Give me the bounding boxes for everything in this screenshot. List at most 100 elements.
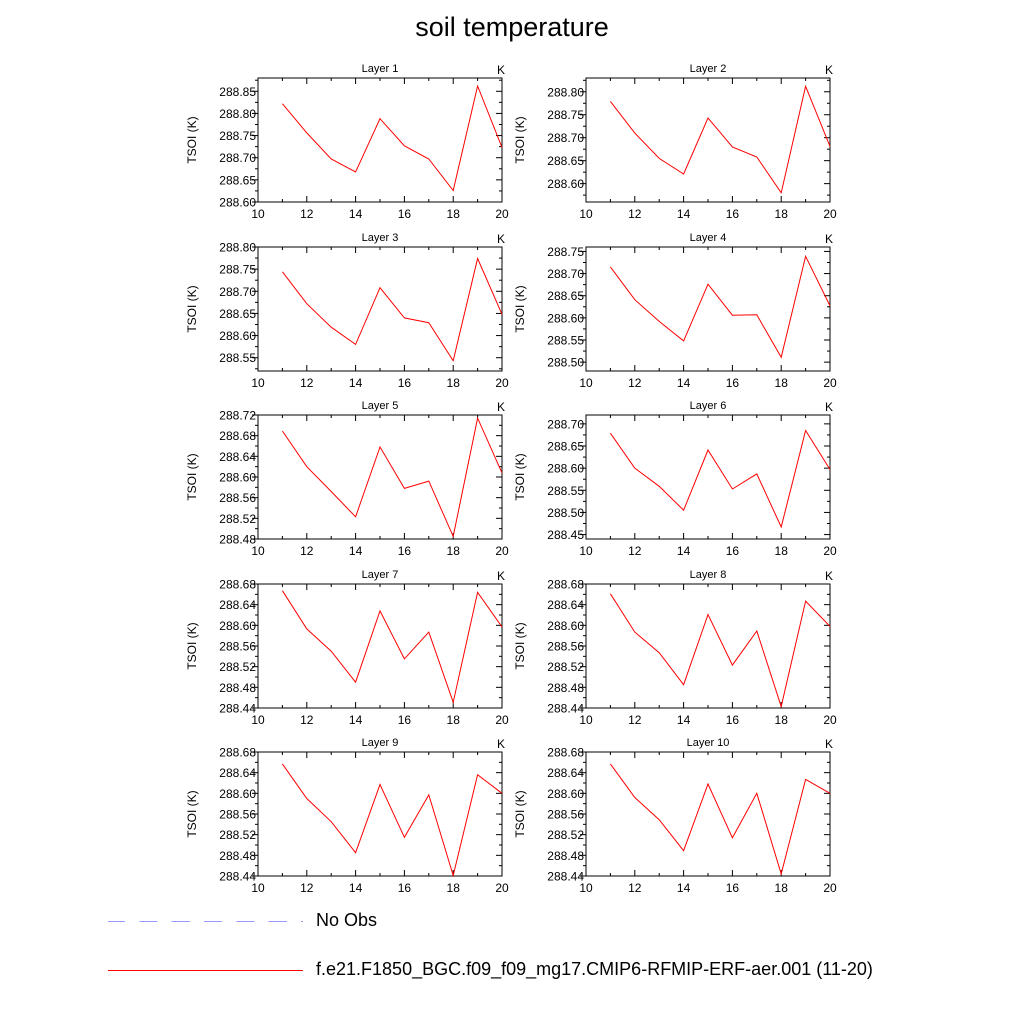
y-tick-label: 288.65 — [219, 307, 256, 321]
y-tick-label: 288.70 — [547, 417, 584, 431]
y-tick-label: 288.48 — [547, 681, 584, 695]
y-axis-label: TSOI (K) — [185, 285, 199, 332]
y-tick-label: 288.65 — [219, 173, 256, 187]
panel-title: Layer 2 — [690, 63, 727, 75]
x-tick-label: 18 — [447, 881, 461, 895]
y-tick-label: 288.72 — [219, 409, 256, 423]
series-line — [609, 763, 831, 876]
series-line — [609, 593, 831, 709]
y-tick-label: 288.70 — [547, 267, 584, 281]
y-tick-label: 288.64 — [219, 766, 256, 780]
x-tick-label: 20 — [495, 376, 509, 390]
panel-units-label: K — [497, 737, 505, 751]
x-tick-label: 14 — [349, 376, 363, 390]
x-tick-label: 10 — [579, 881, 593, 895]
x-tick-label: 18 — [447, 544, 461, 558]
x-tick-label: 16 — [726, 881, 740, 895]
y-tick-label: 288.55 — [547, 334, 584, 348]
legend-swatch-model — [108, 970, 303, 971]
y-tick-label: 288.44 — [547, 870, 584, 884]
y-tick-label: 288.65 — [547, 289, 584, 303]
x-tick-label: 16 — [726, 713, 740, 727]
x-tick-label: 14 — [677, 881, 691, 895]
x-tick-label: 16 — [726, 544, 740, 558]
series-line — [610, 84, 831, 195]
x-tick-label: 10 — [251, 376, 265, 390]
x-tick-label: 14 — [349, 207, 363, 221]
y-tick-label: 288.80 — [547, 85, 584, 99]
y-tick-label: 288.52 — [219, 828, 256, 842]
panel-units-label: K — [497, 63, 505, 77]
y-axis-label: TSOI (K) — [185, 790, 199, 837]
y-axis-label: TSOI (K) — [513, 453, 527, 500]
y-tick-label: 288.64 — [219, 598, 256, 612]
x-tick-label: 16 — [398, 713, 412, 727]
chart-panel-layer-4: 10 12 14 16 18 20 288.50 288.55 288.60 288.65 288.… — [513, 232, 837, 390]
x-tick-label: 12 — [628, 376, 642, 390]
y-tick-label: 288.80 — [219, 107, 256, 121]
panel-units-label: K — [825, 569, 833, 583]
x-tick-label: 20 — [495, 881, 509, 895]
panel-units-label: K — [825, 400, 833, 414]
x-tick-label: 14 — [349, 544, 363, 558]
chart-panel-layer-5: 10 12 14 16 18 20 288.48 288.52 288.56 288.60 288.… — [185, 400, 509, 558]
x-tick-label: 12 — [628, 207, 642, 221]
y-tick-label: 288.44 — [219, 870, 256, 884]
x-tick-label: 14 — [349, 713, 363, 727]
x-tick-label: 20 — [823, 713, 837, 727]
x-tick-label: 18 — [447, 376, 461, 390]
y-tick-label: 288.60 — [547, 177, 584, 191]
x-tick-label: 18 — [775, 544, 789, 558]
x-tick-label: 20 — [823, 544, 837, 558]
chart-panel-layer-1: 10 12 14 16 18 20 288.60 288.65 288.70 288.75 288.… — [185, 63, 509, 221]
chart-panel-layer-7: 10 12 14 16 18 20 288.44 288.48 288.52 288.56 288.… — [185, 569, 509, 727]
panel-units-label: K — [825, 63, 833, 77]
y-tick-label: 288.48 — [547, 849, 584, 863]
y-tick-label: 288.75 — [219, 263, 256, 277]
x-tick-label: 12 — [628, 881, 642, 895]
panel-title: Layer 5 — [362, 400, 399, 412]
x-tick-label: 14 — [677, 207, 691, 221]
x-tick-label: 10 — [579, 207, 593, 221]
y-axis-label: TSOI (K) — [513, 116, 527, 163]
panel-units-label: K — [497, 569, 505, 583]
y-tick-label: 288.52 — [547, 828, 584, 842]
panel-title: Layer 1 — [362, 63, 399, 75]
y-tick-label: 288.60 — [547, 787, 584, 801]
series-line — [282, 256, 503, 363]
x-tick-label: 14 — [677, 544, 691, 558]
panel-title: Layer 10 — [687, 737, 730, 749]
y-tick-label: 288.68 — [547, 578, 584, 592]
y-tick-label: 288.68 — [219, 746, 256, 760]
y-tick-label: 288.55 — [547, 484, 584, 498]
y-tick-label: 288.75 — [547, 245, 584, 259]
series-line — [281, 763, 503, 878]
x-tick-label: 18 — [775, 713, 789, 727]
chart-panel-layer-6: 10 12 14 16 18 20 288.45 288.50 288.55 288.60 288.… — [513, 400, 837, 558]
x-tick-label: 12 — [300, 207, 314, 221]
panel-units-label: K — [825, 737, 833, 751]
legend-label-obs: No Obs — [316, 910, 378, 930]
y-tick-label: 288.68 — [219, 578, 256, 592]
y-axis-label: TSOI (K) — [185, 622, 199, 669]
x-tick-label: 10 — [579, 544, 593, 558]
x-tick-label: 10 — [251, 881, 265, 895]
x-tick-label: 10 — [579, 376, 593, 390]
x-tick-label: 20 — [823, 376, 837, 390]
y-tick-label: 288.64 — [219, 450, 256, 464]
y-tick-label: 288.50 — [547, 356, 584, 370]
y-tick-label: 288.60 — [219, 619, 256, 633]
x-tick-label: 18 — [447, 207, 461, 221]
x-tick-label: 18 — [775, 376, 789, 390]
x-tick-label: 16 — [398, 544, 412, 558]
y-tick-label: 288.56 — [219, 808, 256, 822]
series-line — [609, 429, 831, 529]
series-line — [609, 254, 831, 359]
panel-units-label: K — [497, 400, 505, 414]
y-tick-label: 288.75 — [219, 129, 256, 143]
y-axis-label: TSOI (K) — [513, 790, 527, 837]
y-tick-label: 288.64 — [547, 598, 584, 612]
y-tick-label: 288.50 — [547, 506, 584, 520]
y-tick-label: 288.56 — [219, 640, 256, 654]
y-tick-label: 288.65 — [547, 440, 584, 454]
